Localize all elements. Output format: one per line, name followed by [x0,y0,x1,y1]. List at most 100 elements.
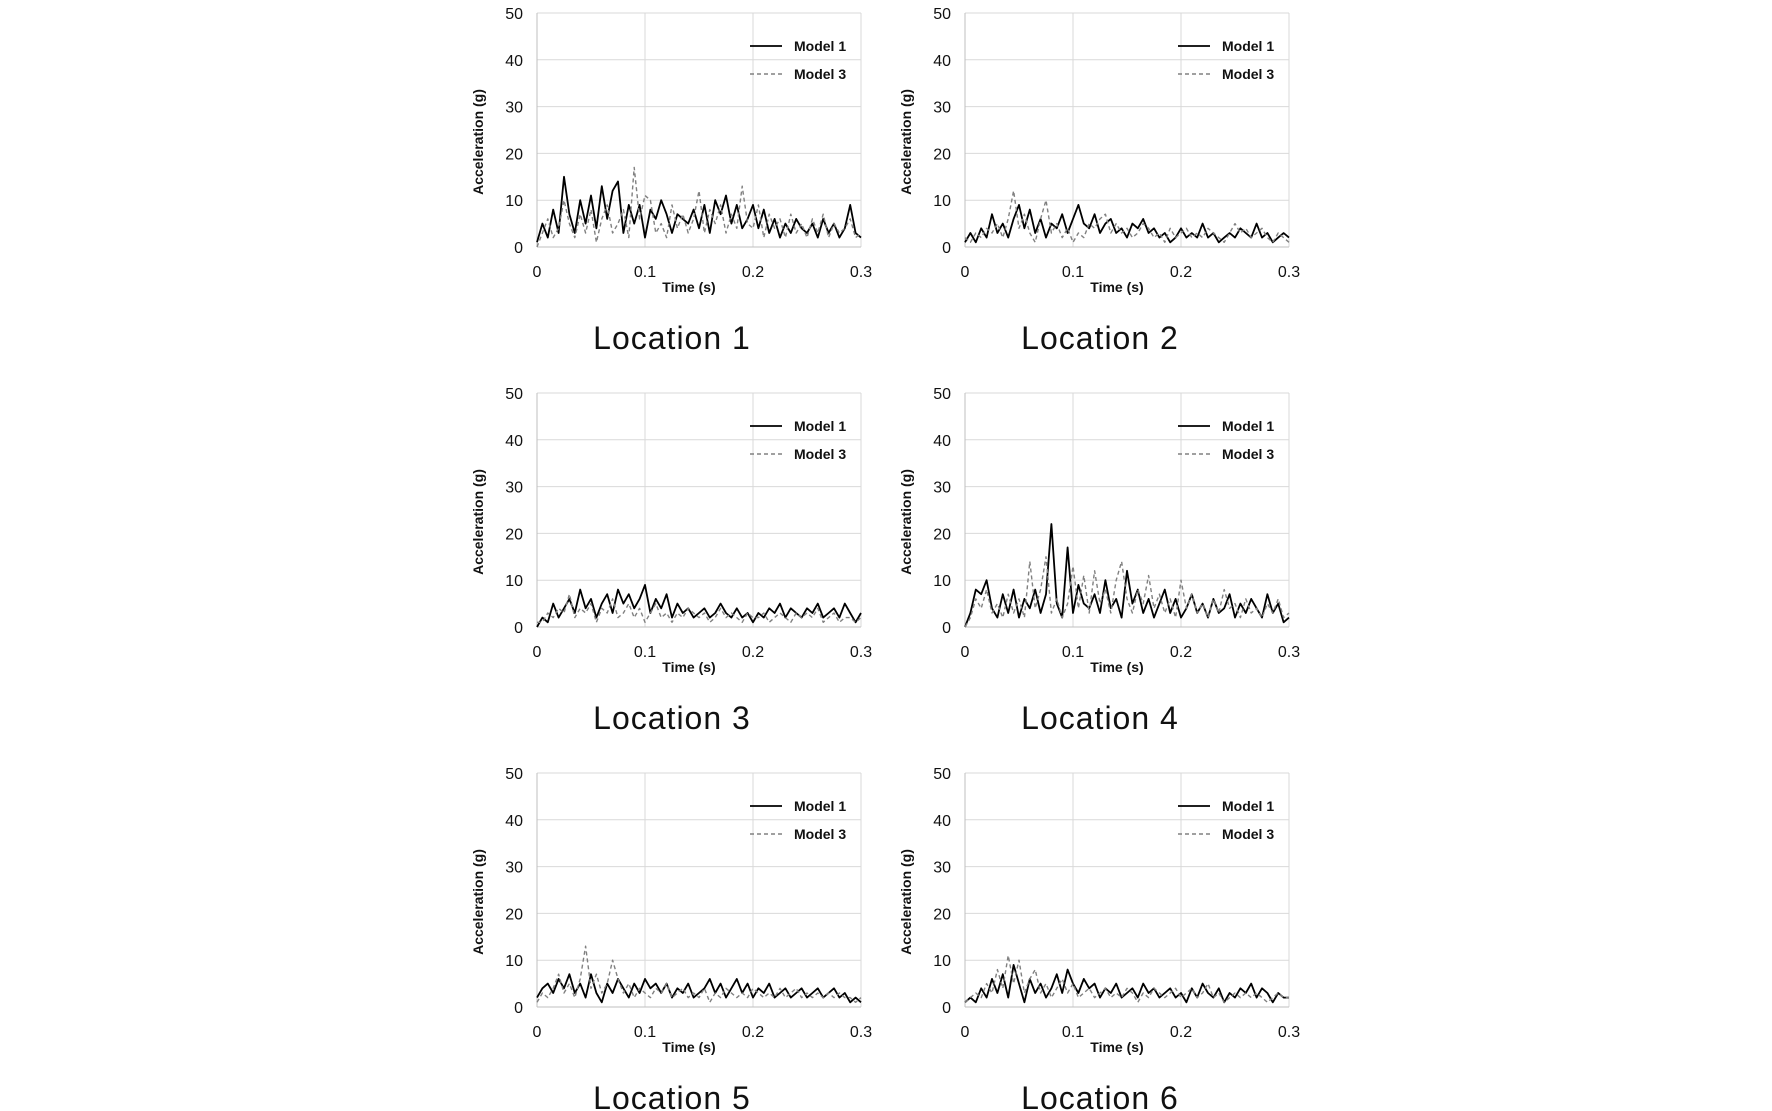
y-tick-label: 20 [505,526,523,543]
x-tick-label: 0.3 [850,644,872,661]
y-tick-label: 40 [505,53,523,70]
y-axis-label: Acceleration (g) [470,849,486,955]
series-line-model-3 [536,945,862,1003]
x-axis-label: Time (s) [662,279,715,295]
legend: Model 1 Model 3 [750,798,846,842]
x-tick-label: 0 [533,264,542,281]
y-tick-label: 20 [933,146,951,163]
y-tick-label: 40 [933,53,951,70]
chart-panel-5: 0 10 20 30 40 50 0 0.1 0.2 0.3 Time (s) Acceleratio… [470,766,872,1111]
x-tick-label: 0.1 [634,1024,656,1041]
y-tick-label: 50 [933,766,951,783]
panel-caption: Location 4 [1021,700,1179,736]
x-axis-label: Time (s) [662,1039,715,1055]
y-tick-label: 0 [942,240,951,257]
y-tick-label: 40 [933,813,951,830]
panel-caption: Location 3 [593,700,751,736]
y-tick-label: 0 [942,1000,951,1017]
y-axis-label: Acceleration (g) [470,89,486,195]
y-tick-label: 50 [933,386,951,403]
x-tick-label: 0.1 [1062,264,1084,281]
y-tick-label: 50 [933,6,951,23]
x-tick-label: 0 [961,1024,970,1041]
y-tick-label: 10 [933,193,951,210]
x-tick-label: 0.3 [1278,644,1300,661]
y-tick-label: 10 [933,573,951,590]
x-axis-label: Time (s) [1090,279,1143,295]
legend: Model 1 Model 3 [750,38,846,82]
panel-caption: Location 5 [593,1080,751,1111]
y-tick-label: 30 [505,860,523,877]
chart-panel-1: 0 10 20 30 40 50 0 0.1 0.2 0.3 Time (s) Acceleratio… [470,6,872,356]
x-tick-label: 0.3 [1278,1024,1300,1041]
panel-caption: Location 6 [1021,1080,1179,1111]
x-tick-label: 0 [961,264,970,281]
x-tick-label: 0 [961,644,970,661]
x-tick-label: 0.3 [1278,264,1300,281]
y-axis-label: Acceleration (g) [898,89,914,195]
series-line-model-3 [536,166,862,248]
panel-caption: Location 1 [593,320,751,356]
y-axis-label: Acceleration (g) [470,469,486,575]
legend-label: Model 3 [1222,446,1274,462]
y-tick-label: 20 [505,146,523,163]
y-tick-label: 40 [505,813,523,830]
chart-panel-3: 0 10 20 30 40 50 0 0.1 0.2 0.3 Time (s) Acceleratio… [470,386,872,736]
legend-label: Model 3 [1222,826,1274,842]
x-tick-label: 0.2 [742,264,764,281]
series-line-model-3 [537,593,862,623]
legend: Model 1 Model 3 [1178,418,1274,462]
legend: Model 1 Model 3 [1178,798,1274,842]
legend-label: Model 1 [1222,418,1274,434]
series-line-model-1 [536,584,862,628]
x-tick-label: 0.3 [850,1024,872,1041]
y-tick-label: 20 [933,906,951,923]
legend: Model 1 Model 3 [750,418,846,462]
y-tick-label: 10 [505,953,523,970]
legend-label: Model 3 [794,66,846,82]
legend: Model 1 Model 3 [1178,38,1274,82]
y-tick-label: 0 [942,620,951,637]
x-tick-label: 0 [533,644,542,661]
y-tick-label: 0 [514,1000,523,1017]
y-tick-label: 20 [933,526,951,543]
x-tick-label: 0.3 [850,264,872,281]
y-tick-label: 30 [505,480,523,497]
series-line-model-1 [964,203,1290,244]
chart-panel-4: 0 10 20 30 40 50 0 0.1 0.2 0.3 Time (s) Acceleratio… [898,386,1300,736]
x-tick-label: 0.2 [1170,264,1192,281]
y-tick-label: 40 [505,433,523,450]
y-tick-label: 10 [933,953,951,970]
legend-label: Model 3 [1222,66,1274,82]
series-line-model-1 [536,973,862,1004]
y-tick-label: 30 [933,860,951,877]
y-tick-label: 40 [933,433,951,450]
legend-label: Model 1 [794,798,846,814]
legend-label: Model 1 [794,38,846,54]
legend-label: Model 1 [1222,38,1274,54]
legend-label: Model 1 [794,418,846,434]
x-tick-label: 0.1 [1062,1024,1084,1041]
x-tick-label: 0.2 [742,1024,764,1041]
x-tick-label: 0.1 [1062,644,1084,661]
y-tick-label: 20 [505,906,523,923]
y-tick-label: 50 [505,386,523,403]
series-line-model-3 [964,954,1289,1003]
y-tick-label: 50 [505,766,523,783]
x-tick-label: 0.2 [1170,644,1192,661]
series-line-model-1 [964,964,1289,1004]
y-axis-label: Acceleration (g) [898,849,914,955]
y-tick-label: 0 [514,620,523,637]
y-tick-label: 50 [505,6,523,23]
x-axis-label: Time (s) [1090,1039,1143,1055]
y-axis-label: Acceleration (g) [898,469,914,575]
legend-label: Model 3 [794,826,846,842]
y-tick-label: 0 [514,240,523,257]
series-line-model-1 [536,175,862,243]
legend-label: Model 3 [794,446,846,462]
x-tick-label: 0.1 [634,264,656,281]
x-axis-label: Time (s) [662,659,715,675]
x-tick-label: 0 [533,1024,542,1041]
x-tick-label: 0.2 [742,644,764,661]
